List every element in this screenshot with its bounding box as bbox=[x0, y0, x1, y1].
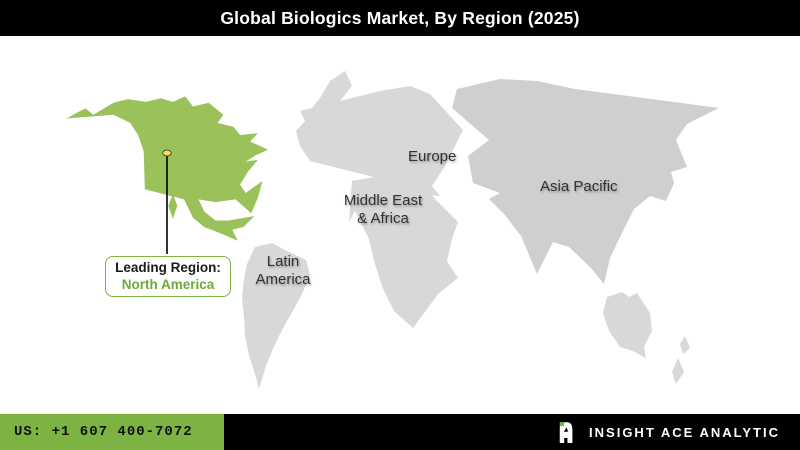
svg-text:& Africa: & Africa bbox=[357, 210, 409, 227]
svg-text:Europe: Europe bbox=[408, 148, 456, 165]
svg-text:Middle East: Middle East bbox=[344, 192, 423, 209]
svg-text:Latin: Latin bbox=[267, 253, 300, 270]
svg-text:Asia Pacific: Asia Pacific bbox=[540, 178, 618, 195]
svg-text:America: America bbox=[255, 271, 311, 288]
